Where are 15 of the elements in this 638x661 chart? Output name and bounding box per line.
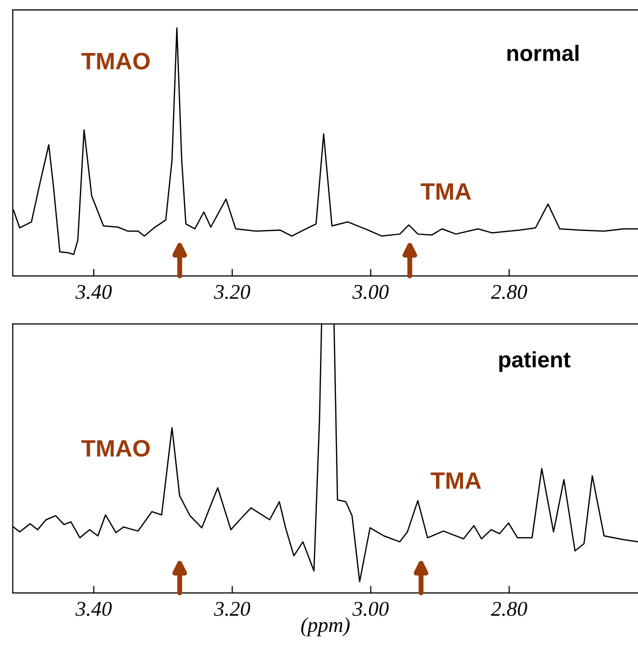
annotation: TMAO [81,440,150,457]
annotation: patient [499,351,570,372]
x-tick-label: 3.40 [76,602,112,616]
annotation: TMA [430,472,482,489]
x-tick-label: 3.40 [76,284,112,300]
annotation: TMAO [81,52,150,70]
x-tick-label: 3.00 [352,602,389,616]
x-tick-label: 3.20 [214,602,250,616]
x-tick-label: 3.20 [214,284,250,300]
x-axis-title: (ppm) [301,617,350,636]
annotation: normal [507,44,578,62]
x-tick-label: 2.80 [490,602,528,616]
x-tick-label: 3.00 [352,284,389,300]
annotation: TMA [420,183,471,200]
x-tick-label: 2.80 [490,284,528,300]
